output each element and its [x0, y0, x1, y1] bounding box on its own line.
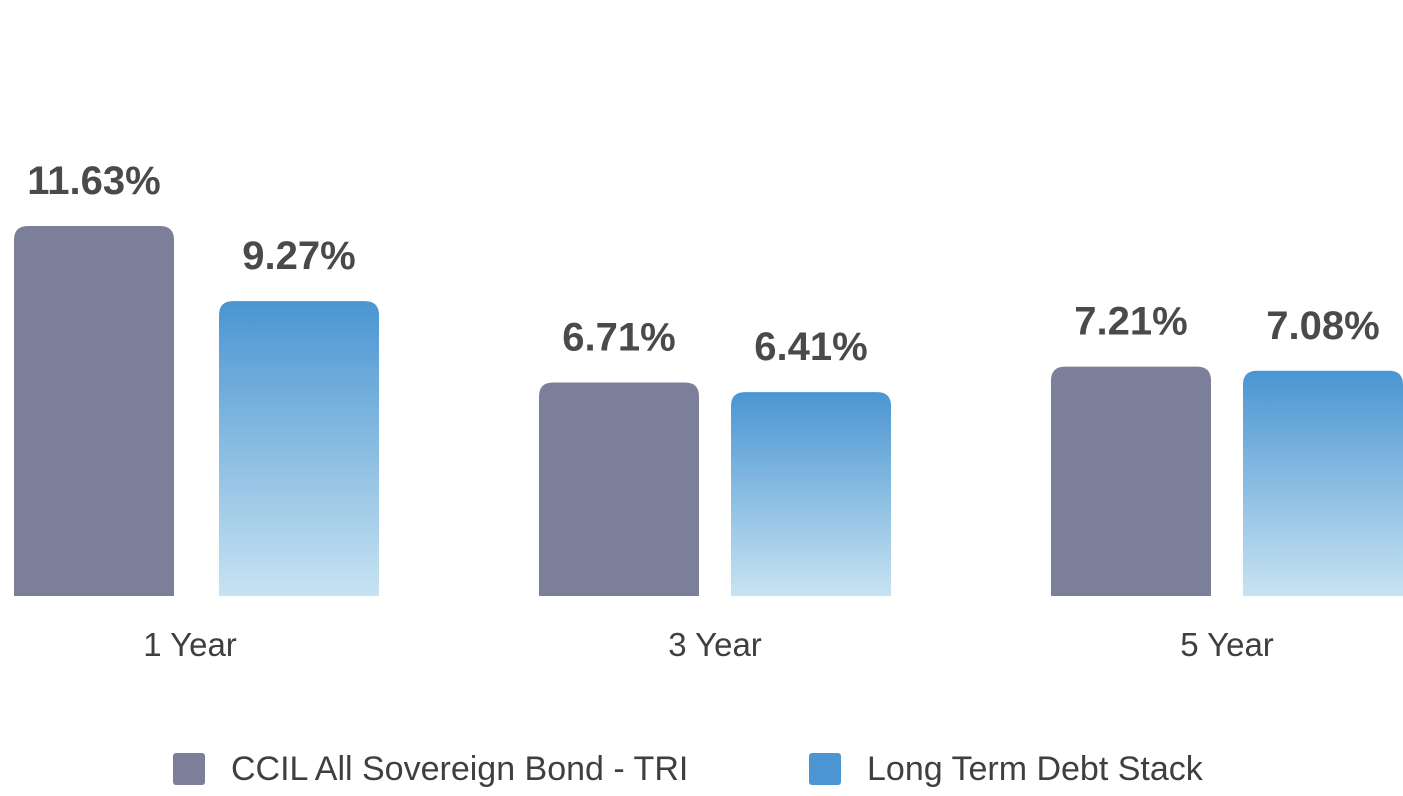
category-label-5-year: 5 Year	[1180, 626, 1274, 663]
value-label-1-year-series-2: 9.27%	[242, 234, 355, 278]
value-label-3-year-series-1: 6.71%	[562, 316, 675, 360]
bar-5-year-series-2	[1243, 370, 1403, 596]
legend-item-long-term-debt-stack: Long Term Debt Stack	[809, 746, 1203, 792]
value-label-5-year-series-2: 7.08%	[1266, 304, 1379, 348]
bar-1-year-series-2	[219, 301, 379, 596]
value-label-3-year-series-2: 6.41%	[754, 325, 867, 369]
legend-label-ccil: CCIL All Sovereign Bond - TRI	[231, 749, 689, 788]
legend-swatch-ccil	[173, 753, 205, 785]
legend-swatch-long-term-debt-stack	[809, 753, 841, 785]
category-label-1-year: 1 Year	[143, 626, 237, 663]
value-labels-group: 11.63% 9.27% 6.71% 6.41% 7.21% 7.08%	[27, 159, 1379, 369]
bars-group	[14, 226, 1403, 596]
legend-item-ccil: CCIL All Sovereign Bond - TRI	[173, 746, 688, 792]
value-label-5-year-series-1: 7.21%	[1074, 300, 1187, 344]
value-label-1-year-series-1: 11.63%	[27, 159, 160, 203]
bar-3-year-series-2	[731, 392, 891, 596]
legend: CCIL All Sovereign Bond - TRI Long Term …	[0, 746, 1403, 792]
category-label-3-year: 3 Year	[668, 626, 762, 663]
bar-1-year-series-1	[14, 226, 174, 596]
legend-label-long-term-debt-stack: Long Term Debt Stack	[867, 749, 1203, 788]
bar-3-year-series-1	[539, 382, 699, 596]
bar-chart: 11.63% 9.27% 6.71% 6.41% 7.21% 7.08% 1 Year 3 …	[14, 159, 1403, 663]
category-labels-group: 1 Year 3 Year 5 Year	[143, 626, 1274, 663]
bar-5-year-series-1	[1051, 366, 1211, 596]
